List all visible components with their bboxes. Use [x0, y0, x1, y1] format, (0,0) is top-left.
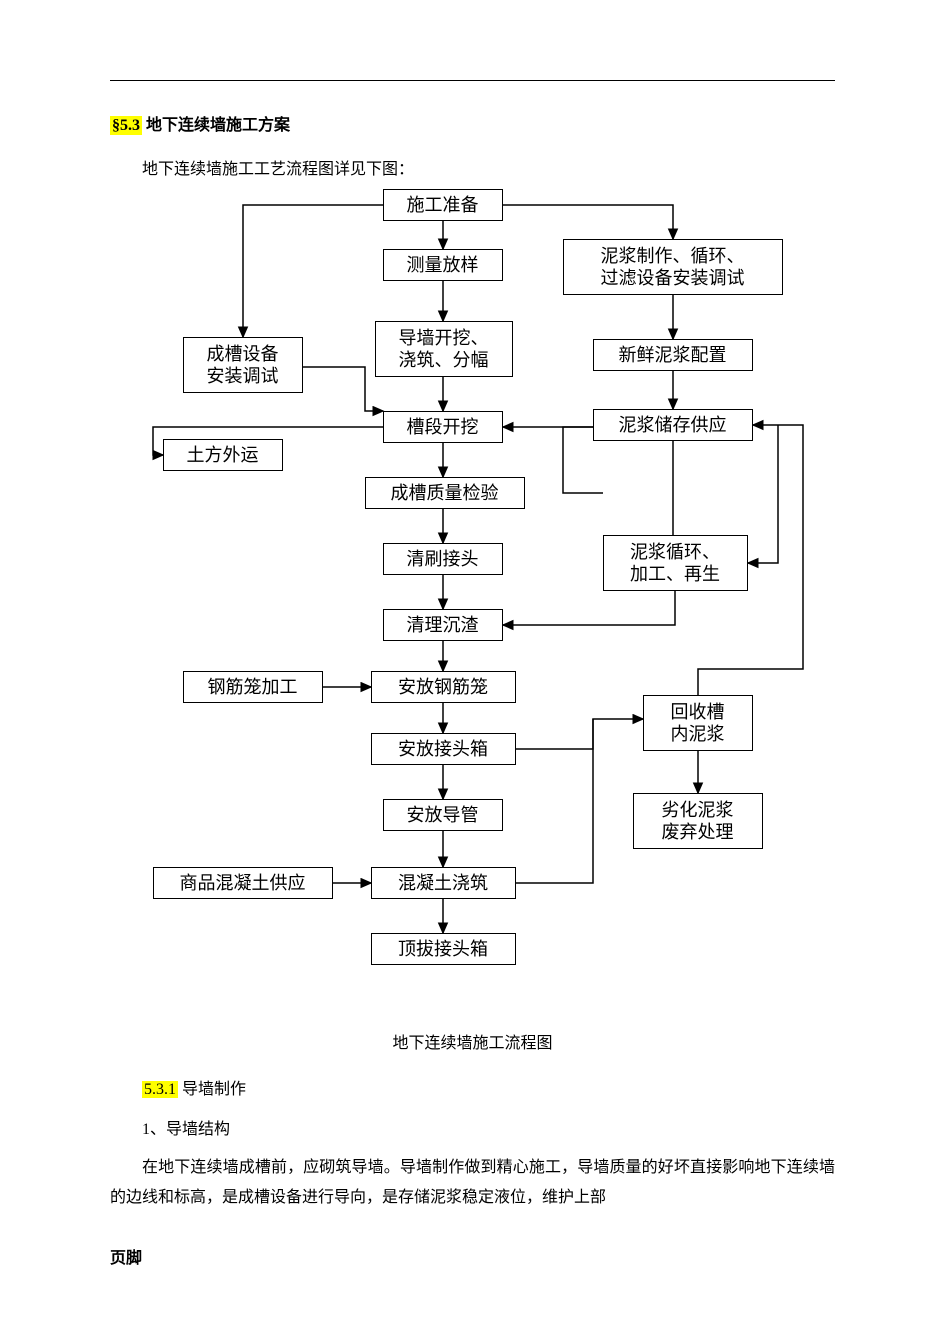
flowchart-node: 泥浆循环、加工、再生 [603, 535, 748, 591]
flowchart-node: 钢筋笼加工 [183, 671, 323, 703]
subsection-title: 导墙制作 [182, 1081, 246, 1098]
flowchart-node: 回收槽内泥浆 [643, 695, 753, 751]
section-title: 地下连续墙施工方案 [146, 117, 290, 134]
flowchart-node: 导墙开挖、浇筑、分幅 [375, 321, 513, 377]
flowchart-node: 安放钢筋笼 [371, 671, 516, 703]
subsection-heading: 5.3.1 导墙制作 [142, 1075, 835, 1099]
flowchart-node: 施工准备 [383, 189, 503, 221]
flowchart-node: 泥浆储存供应 [593, 409, 753, 441]
section-number: §5.3 [110, 116, 142, 135]
subsection-number: 5.3.1 [142, 1081, 178, 1098]
flowchart-node: 土方外运 [163, 439, 283, 471]
section-heading: §5.3 地下连续墙施工方案 [110, 111, 835, 135]
flowchart-node: 槽段开挖 [383, 411, 503, 443]
body-paragraph: 在地下连续墙成槽前，应砌筑导墙。导墙制作做到精心施工，导墙质量的好坏直接影响地下… [110, 1153, 835, 1214]
flowchart-node: 劣化泥浆废弃处理 [633, 793, 763, 849]
flowchart-node: 商品混凝土供应 [153, 867, 333, 899]
flowchart-node: 成槽质量检验 [365, 477, 525, 509]
flowchart-node: 安放接头箱 [371, 733, 516, 765]
flowchart-node: 清刷接头 [383, 543, 503, 575]
flowchart-node: 混凝土浇筑 [371, 867, 516, 899]
intro-text: 地下连续墙施工工艺流程图详见下图： [142, 155, 835, 179]
item-1: 1、导墙结构 [142, 1115, 835, 1139]
flowchart-node: 成槽设备安装调试 [183, 337, 303, 393]
flowchart-caption: 地下连续墙施工流程图 [110, 1029, 835, 1053]
flowchart-node: 清理沉渣 [383, 609, 503, 641]
page-footer: 页脚 [110, 1244, 835, 1268]
flowchart-container: 施工准备测量放样 泥浆制作、循环、过滤设备安装调试导墙开挖、浇筑、分幅 新鲜泥浆配置… [123, 189, 823, 1019]
flowchart-node: 泥浆制作、循环、过滤设备安装调试 [563, 239, 783, 295]
flowchart-node: 安放导管 [383, 799, 503, 831]
flowchart-node: 顶拔接头箱 [371, 933, 516, 965]
flowchart-node: 新鲜泥浆配置 [593, 339, 753, 371]
flowchart-node: 测量放样 [383, 249, 503, 281]
